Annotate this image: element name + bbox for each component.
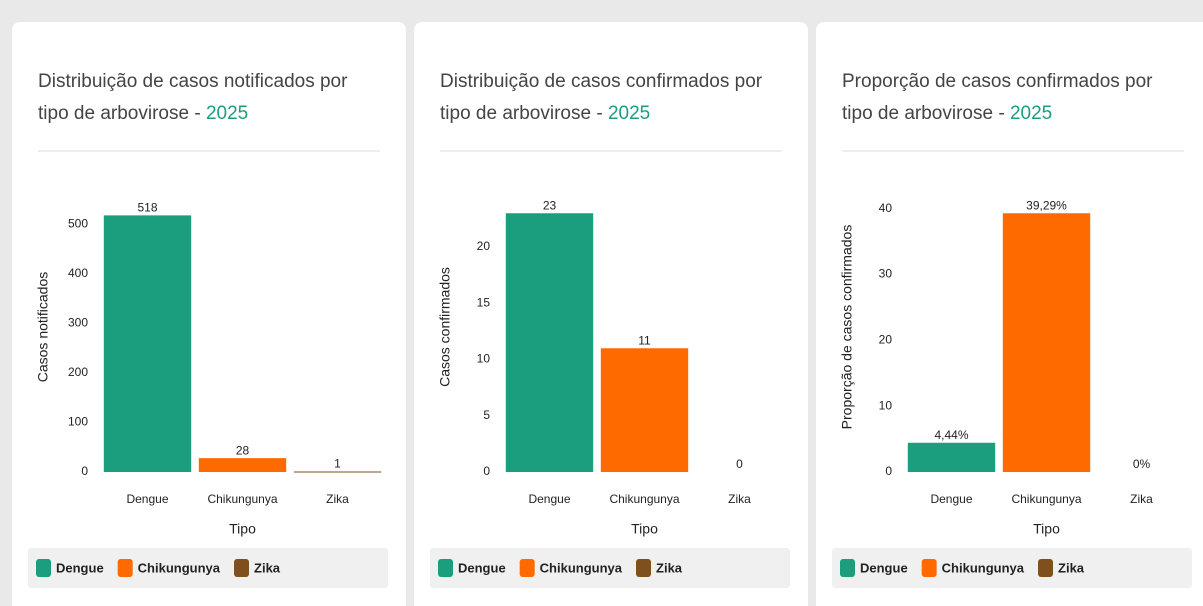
title-year: 2025 xyxy=(205,103,249,124)
x-tick-label: Zika xyxy=(1130,492,1153,506)
y-tick-label: 30 xyxy=(879,267,893,281)
chart: 0 5 10 15 20 Casos confirmados Tipo Dengue 23 Chi… xyxy=(430,150,790,588)
x-tick-label: Dengue xyxy=(930,492,972,506)
legend-swatch xyxy=(636,559,652,577)
title-text: Distribuição de casos notificados por ti… xyxy=(38,71,348,124)
chart-card: Distribuição de casos confirmados por ti… xyxy=(414,22,808,606)
x-tick-label: Chikungunya xyxy=(207,492,277,506)
y-tick-label: 15 xyxy=(477,295,491,309)
bar xyxy=(293,471,382,473)
bar xyxy=(103,215,192,472)
y-tick-label: 0 xyxy=(483,464,490,478)
y-tick-label: 0 xyxy=(885,464,892,478)
bar xyxy=(198,458,287,472)
y-axis-label: Casos notificados xyxy=(35,272,51,383)
value-label: 518 xyxy=(137,201,157,215)
y-tick-label: 500 xyxy=(68,216,88,230)
legend-label: Chikungunya xyxy=(540,560,623,575)
bar xyxy=(907,442,996,472)
y-tick-label: 400 xyxy=(68,266,88,280)
y-tick-label: 10 xyxy=(477,352,491,366)
legend-swatch xyxy=(840,559,855,577)
bar xyxy=(600,348,689,472)
bar xyxy=(505,213,594,472)
value-label: 0% xyxy=(1133,457,1151,471)
legend-swatch xyxy=(234,559,250,577)
x-axis-label: Tipo xyxy=(631,521,658,537)
bar xyxy=(1002,213,1091,472)
legend-label: Zika xyxy=(1058,560,1085,575)
value-label: 11 xyxy=(638,333,651,347)
y-tick-label: 20 xyxy=(477,239,491,253)
title-year: 2025 xyxy=(607,103,651,124)
legend-swatch xyxy=(1038,559,1054,577)
y-tick-label: 5 xyxy=(483,408,490,422)
y-tick-label: 20 xyxy=(879,332,893,346)
legend-swatch xyxy=(921,559,937,577)
y-tick-label: 10 xyxy=(879,398,893,412)
y-tick-label: 200 xyxy=(68,365,88,379)
x-tick-label: Dengue xyxy=(126,492,168,506)
y-tick-label: 40 xyxy=(879,201,893,215)
legend-label: Chikungunya xyxy=(138,560,221,575)
chart-title: Distribuição de casos notificados por ti… xyxy=(38,66,383,130)
chart-title: Distribuição de casos confirmados por ti… xyxy=(440,66,785,130)
legend-box xyxy=(832,548,1192,588)
value-label: 23 xyxy=(543,198,557,212)
chart: 0 10 20 30 40 Proporção de casos confirmados T… xyxy=(832,150,1192,588)
legend-swatch xyxy=(36,559,51,577)
legend-label: Zika xyxy=(254,560,281,575)
title-text: Proporção de casos confirmados por tipo … xyxy=(842,71,1153,124)
legend-label: Zika xyxy=(656,560,683,575)
x-tick-label: Chikungunya xyxy=(1011,492,1081,506)
chart-card: Distribuição de casos notificados por ti… xyxy=(12,22,406,606)
x-tick-label: Chikungunya xyxy=(609,492,679,506)
legend-swatch xyxy=(438,559,453,577)
legend-swatch xyxy=(519,559,535,577)
value-label: 0 xyxy=(736,457,743,471)
value-label: 1 xyxy=(334,457,341,471)
x-tick-label: Zika xyxy=(728,492,751,506)
y-tick-label: 300 xyxy=(68,316,88,330)
y-axis-label: Proporção de casos confirmados xyxy=(839,225,855,430)
chart-card: Proporção de casos confirmados por tipo … xyxy=(816,22,1203,606)
chart: 0 100 200 300 400 500 Casos notificados Tipo Den… xyxy=(28,150,388,588)
y-tick-label: 100 xyxy=(68,415,88,429)
legend-label: Chikungunya xyxy=(942,560,1025,575)
x-tick-label: Zika xyxy=(326,492,349,506)
value-label: 4,44% xyxy=(934,428,968,442)
legend-label: Dengue xyxy=(56,560,104,575)
chart-title: Proporção de casos confirmados por tipo … xyxy=(842,66,1187,130)
value-label: 39,29% xyxy=(1026,198,1067,212)
value-label: 28 xyxy=(236,443,250,457)
legend-box xyxy=(430,548,790,588)
legend-box xyxy=(28,548,388,588)
x-tick-label: Dengue xyxy=(528,492,570,506)
title-year: 2025 xyxy=(1009,103,1053,124)
title-text: Distribuição de casos confirmados por ti… xyxy=(440,71,763,124)
legend-swatch xyxy=(117,559,133,577)
legend-label: Dengue xyxy=(860,560,908,575)
legend-label: Dengue xyxy=(458,560,506,575)
x-axis-label: Tipo xyxy=(1033,521,1060,537)
x-axis-label: Tipo xyxy=(229,521,256,537)
y-axis-label: Casos confirmados xyxy=(437,267,453,387)
y-tick-label: 0 xyxy=(81,464,88,478)
